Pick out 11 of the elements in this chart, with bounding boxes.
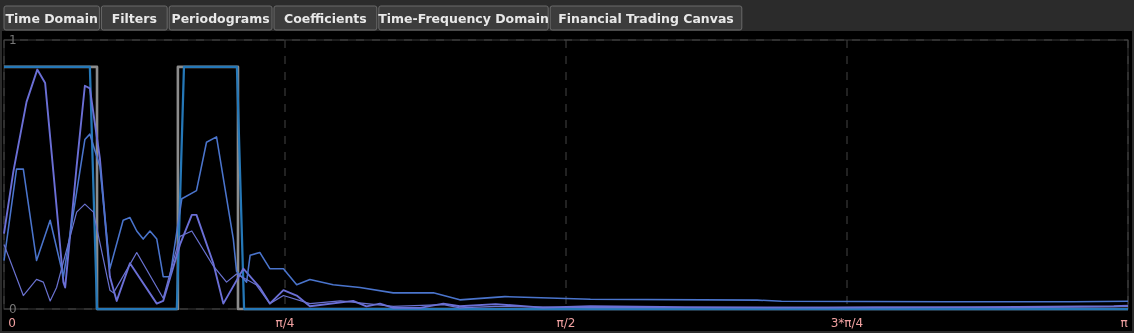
text: Filters bbox=[111, 11, 157, 26]
text: Periodograms bbox=[171, 11, 270, 26]
text: Time Domain bbox=[5, 11, 98, 26]
x-tick-label: π/2 bbox=[556, 316, 576, 330]
text: Time-Frequency Domain bbox=[378, 11, 549, 26]
x-tick-label: π/4 bbox=[275, 316, 295, 330]
text: Coefficients bbox=[284, 11, 367, 26]
x-tick-label: π bbox=[1120, 316, 1128, 330]
text: Financial Trading Canvas bbox=[558, 11, 734, 26]
x-tick-label: 3*π/4 bbox=[830, 316, 864, 330]
y-tick-label: 1 bbox=[9, 33, 17, 47]
